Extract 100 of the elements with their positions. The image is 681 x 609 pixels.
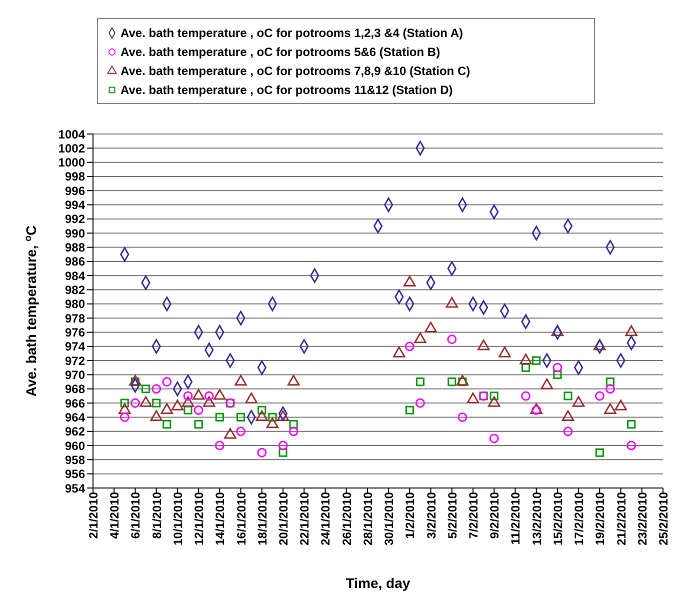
point [287, 374, 300, 386]
point [194, 420, 203, 429]
point [424, 322, 437, 333]
x-tick-label: 16/1/2010 [234, 492, 248, 546]
point [404, 342, 414, 352]
point [520, 354, 532, 364]
point [563, 426, 573, 436]
point [141, 384, 150, 394]
y-tick-label: 986 [64, 254, 86, 269]
point [605, 384, 615, 394]
point [614, 400, 627, 410]
x-tick-label: 7/2/2010 [466, 492, 481, 539]
point [595, 448, 604, 457]
x-tick-label: 26/1/2010 [340, 492, 354, 546]
y-tick-label: 964 [64, 410, 86, 424]
y-tick-label: 990 [64, 226, 86, 240]
y-tick-label: 980 [64, 297, 86, 312]
point [152, 398, 161, 408]
x-tick-label: 25/2/2010 [656, 492, 671, 546]
x-tick-label: 8/1/2010 [150, 492, 164, 539]
x-tick-label: 9/2/2010 [488, 492, 502, 539]
legend-label: Ave. bath temperature , oC for potrooms 1,2,3 &4 (Station A) [120, 26, 463, 40]
x-tick-label: 13/2/2010 [530, 492, 544, 546]
point [194, 405, 204, 415]
point [552, 362, 562, 372]
point [448, 378, 456, 386]
point [594, 339, 606, 350]
point [266, 417, 279, 428]
x-tick-label: 14/1/2010 [213, 492, 228, 546]
point [214, 440, 224, 450]
y-tick-label: 972 [64, 354, 86, 368]
point [405, 406, 414, 414]
point [245, 392, 258, 404]
point [150, 410, 162, 422]
point [456, 374, 469, 386]
point [553, 370, 562, 380]
point [224, 428, 236, 439]
point [162, 420, 172, 429]
y-tick-label: 976 [64, 326, 86, 340]
point [415, 398, 425, 408]
point [202, 396, 216, 407]
point [130, 398, 140, 408]
legend-label: Ave. bath temperature , oC for potrooms 11&12 (Station D) [120, 82, 453, 96]
point [160, 403, 174, 414]
x-tick-label: 15/2/2010 [550, 492, 565, 546]
point [236, 412, 246, 422]
y-tick-label: 982 [64, 283, 86, 298]
point [466, 392, 480, 404]
x-tick-label: 12/1/2010 [192, 492, 206, 546]
x-tick-label: 21/2/2010 [614, 492, 628, 546]
y-tick-label: 988 [64, 240, 86, 255]
y-tick-label: 1000 [58, 156, 86, 170]
y-tick-label: 974 [64, 340, 86, 354]
x-tick-label: 30/1/2010 [382, 492, 396, 546]
x-tick-label: 1/2/2010 [403, 492, 418, 539]
x-tick-label: 5/2/2010 [445, 492, 460, 539]
y-tick-label: 954 [64, 481, 86, 496]
y-tick-label: 978 [64, 311, 86, 326]
point [414, 332, 426, 344]
point [488, 396, 500, 407]
y-tick-label: 970 [64, 368, 86, 382]
x-tick-label: 11/2/2010 [508, 492, 523, 545]
point [477, 339, 490, 350]
y-tick-label: 984 [64, 268, 86, 283]
point [152, 384, 162, 394]
point [532, 356, 541, 365]
point [182, 396, 194, 407]
point [256, 410, 268, 422]
point [120, 398, 129, 408]
point [540, 378, 554, 390]
x-tick-label: 23/2/2010 [635, 492, 650, 546]
y-tick-label: 966 [64, 396, 86, 410]
point [288, 426, 298, 436]
point [594, 391, 604, 401]
x-tick-label: 2/1/2010 [86, 492, 101, 539]
x-tick-label: 10/1/2010 [170, 492, 185, 546]
point [627, 420, 636, 429]
point [129, 374, 142, 386]
point [257, 448, 267, 458]
point [458, 412, 468, 422]
point [183, 391, 193, 401]
legend-label: Ave. bath temperature , oC for potrooms 5&6 (Station B) [120, 44, 440, 58]
point [258, 406, 266, 414]
x-tick-label: 4/1/2010 [108, 492, 122, 539]
point [140, 396, 152, 407]
y-tick-label: 962 [64, 424, 86, 439]
point [562, 410, 574, 422]
point [120, 412, 130, 422]
point [392, 346, 406, 358]
point [551, 325, 564, 336]
point [404, 276, 416, 287]
y-tick-label: 956 [64, 467, 86, 482]
x-tick-label: 3/2/2010 [424, 492, 438, 539]
point [447, 334, 457, 344]
x-axis-title: Time, day [346, 575, 410, 591]
point [521, 363, 530, 372]
point [236, 426, 246, 436]
point [625, 325, 638, 336]
point [192, 389, 205, 400]
point [234, 374, 247, 386]
